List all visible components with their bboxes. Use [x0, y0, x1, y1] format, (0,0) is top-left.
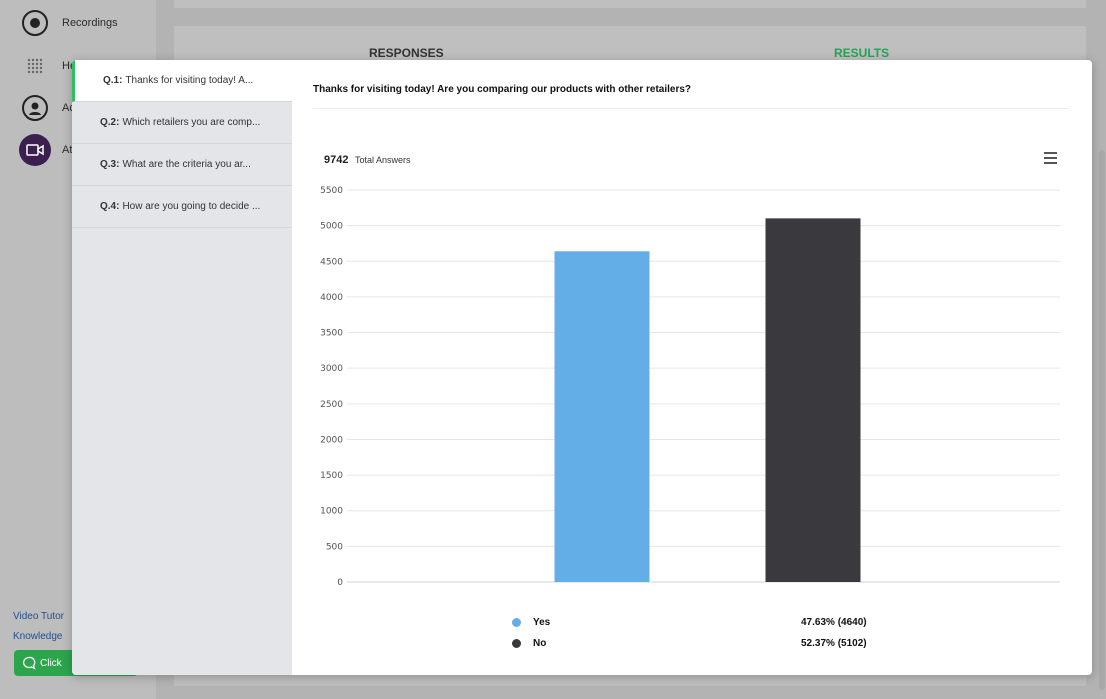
question-number: Q.4: [100, 201, 120, 212]
hamburger-icon-line [1044, 162, 1057, 164]
question-number: Q.2: [100, 117, 120, 128]
legend-label: Yes [533, 617, 551, 628]
question-list: Q.1: Thanks for visiting today! A... Q.2… [72, 60, 292, 675]
question-text: Which retailers you are comp... [122, 117, 261, 128]
question-text: How are you going to decide ... [122, 201, 261, 212]
y-tick-label: 3500 [320, 329, 343, 339]
y-tick-label: 4000 [320, 293, 343, 303]
y-tick-label: 1500 [320, 471, 343, 481]
question-title: Thanks for visiting today! Are you compa… [313, 84, 692, 95]
y-tick-label: 5000 [320, 222, 343, 232]
total-answers-label: Total Answers [354, 155, 411, 165]
divider [313, 108, 1069, 109]
chart-menu-button[interactable] [1044, 152, 1058, 164]
account-icon [22, 95, 48, 121]
record-icon [22, 10, 48, 36]
sidebar-item-label: Ac [62, 102, 75, 114]
legend-dot-yes [512, 618, 521, 627]
question-item-4[interactable]: Q.4: How are you going to decide ... [72, 186, 292, 228]
tab-responses[interactable]: RESPONSES [369, 46, 444, 60]
bar-yes[interactable] [554, 251, 650, 582]
y-tick-label: 1000 [320, 507, 343, 517]
hamburger-icon-line [1044, 157, 1057, 159]
legend-item-yes[interactable]: Yes [512, 617, 550, 628]
total-answers: 9742 Total Answers [324, 150, 410, 168]
camera-icon [19, 134, 51, 166]
y-tick-label: 0 [337, 578, 343, 588]
question-results-modal: Q.1: Thanks for visiting today! A... Q.2… [72, 60, 1092, 675]
y-tick-label: 5500 [320, 186, 343, 196]
y-tick-label: 2500 [320, 400, 343, 410]
sidebar-item-at[interactable]: At [0, 130, 156, 170]
top-card [174, 0, 1086, 8]
chat-button-label: Click [40, 657, 62, 669]
dots-icon [22, 53, 48, 79]
sidebar-item-recordings[interactable]: Recordings [0, 3, 156, 43]
legend-value-yes: 47.63% (4640) [801, 617, 867, 628]
sidebar-item-label: At [62, 144, 73, 156]
hamburger-icon [1044, 152, 1057, 154]
total-answers-value: 9742 [324, 154, 349, 166]
chat-icon [22, 656, 36, 670]
legend-label: No [533, 638, 547, 649]
y-tick-label: 2000 [320, 435, 343, 445]
y-tick-label: 500 [326, 542, 343, 552]
tab-results[interactable]: RESULTS [834, 46, 890, 60]
legend-dot-no [512, 639, 521, 648]
question-item-3[interactable]: Q.3: What are the criteria you ar... [72, 144, 292, 186]
question-number: Q.3: [100, 159, 120, 170]
legend-value-no: 52.37% (5102) [801, 638, 867, 649]
video-tutorials-link[interactable]: Video Tutor [13, 611, 64, 622]
scrollbar[interactable] [1099, 150, 1105, 690]
sidebar-item-label: Recordings [62, 17, 118, 29]
y-tick-label: 3000 [320, 364, 343, 374]
question-text: What are the criteria you ar... [122, 159, 251, 170]
sidebar-item-ac[interactable]: Ac [0, 88, 156, 128]
results-panel: Thanks for visiting today! Are you compa… [292, 60, 1092, 675]
question-text: Thanks for visiting today! A... [125, 75, 254, 86]
y-tick-label: 4500 [320, 257, 343, 267]
question-item-2[interactable]: Q.2: Which retailers you are comp... [72, 102, 292, 144]
legend-item-no[interactable]: No [512, 638, 546, 649]
bar-no[interactable] [765, 218, 861, 582]
knowledge-link[interactable]: Knowledge [13, 631, 63, 642]
bar-chart: 0 500 1000 1500 2000 2500 3000 3500 4000 4500 5000… [320, 186, 1060, 588]
question-item-1[interactable]: Q.1: Thanks for visiting today! A... [72, 60, 292, 102]
question-number: Q.1: [103, 75, 123, 86]
